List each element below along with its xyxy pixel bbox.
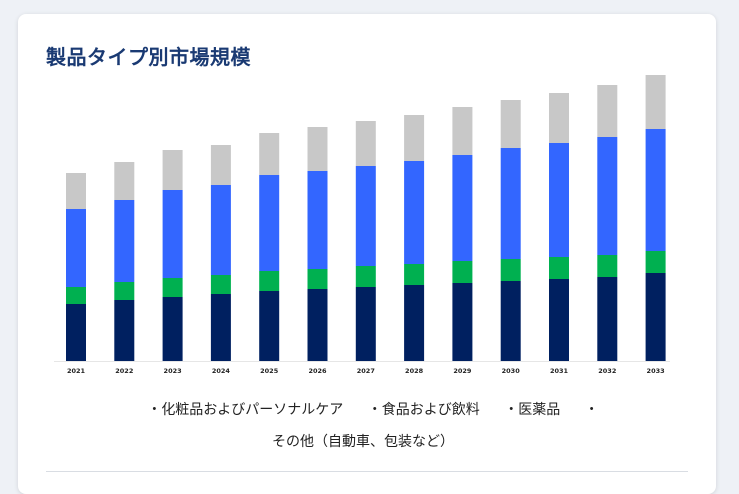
x-tick-label: 2025 <box>260 367 279 375</box>
legend-label: 化粧品およびパーソナルケア <box>161 402 344 418</box>
x-tick-label: 2028 <box>405 367 424 375</box>
legend-item: ・医薬品 <box>504 402 561 418</box>
bar-segment-2027-series-0 <box>355 287 376 361</box>
bar-segment-2033-series-3 <box>645 75 666 129</box>
bar-segment-2022-series-0 <box>114 300 135 361</box>
bar-segment-2030-series-2 <box>500 148 521 259</box>
bar-segment-2029-series-1 <box>452 261 473 283</box>
bar-segment-2029-series-2 <box>452 155 473 261</box>
bar-segment-2023-series-2 <box>162 190 183 278</box>
bar-segment-2025-series-2 <box>259 175 280 271</box>
bar-segment-2025-series-0 <box>259 291 280 361</box>
x-tick-label: 2021 <box>67 367 86 375</box>
bar-segment-2024-series-1 <box>210 275 231 294</box>
bar-segment-2022-series-1 <box>114 282 135 300</box>
bar-segment-2033-series-2 <box>645 129 666 251</box>
bar-segment-2023-series-1 <box>162 278 183 297</box>
legend-item: ・食品および飲料 <box>367 402 480 418</box>
bar-segment-2023-series-3 <box>162 150 183 190</box>
bar-segment-2025-series-1 <box>259 271 280 291</box>
bar-segment-2028-series-0 <box>404 285 425 361</box>
bar-segment-2030-series-3 <box>500 100 521 148</box>
bar-segment-2030-series-0 <box>500 281 521 361</box>
chart-title: 製品タイプ別市場規模 <box>46 45 251 69</box>
divider <box>46 471 688 472</box>
bar-segment-2032-series-3 <box>597 85 618 137</box>
bar-segment-2029-series-0 <box>452 283 473 361</box>
bar-segment-2032-series-1 <box>597 255 618 277</box>
x-tick-label: 2027 <box>357 367 375 375</box>
bar-segment-2026-series-3 <box>307 127 328 171</box>
bar-segment-2028-series-3 <box>404 115 425 161</box>
bar-segment-2033-series-0 <box>645 273 666 361</box>
x-tick-label: 2024 <box>212 367 231 375</box>
bar-segment-2031-series-1 <box>549 257 569 279</box>
bar-segment-2031-series-0 <box>549 279 569 361</box>
chart-legend: ・化粧品およびパーソナルケア ・食品および飲料 ・医薬品 ・その他（自動車、包装… <box>48 394 688 458</box>
bar-segment-2024-series-0 <box>210 294 231 361</box>
bar-segment-2031-series-2 <box>549 143 569 257</box>
bar-segment-2022-series-2 <box>114 200 135 282</box>
x-tick-label: 2023 <box>164 367 182 375</box>
legend-label: 医薬品 <box>518 402 561 418</box>
x-tick-label: 2029 <box>453 367 472 375</box>
bar-segment-2027-series-3 <box>355 121 376 166</box>
bar-segment-2032-series-2 <box>597 137 618 255</box>
bar-segment-2023-series-0 <box>162 297 183 361</box>
bar-segment-2030-series-1 <box>500 259 521 281</box>
bar-segment-2021-series-2 <box>66 209 86 287</box>
legend-label: 食品および飲料 <box>381 402 480 418</box>
legend-item: ・その他（自動車、包装など） <box>272 402 599 450</box>
bar-segment-2021-series-3 <box>66 173 86 209</box>
stacked-bar-chart: 2021 2022 2023 2024 2025 2026 2027 2028 2029 2030… <box>54 75 670 375</box>
bar-segment-2027-series-1 <box>355 266 376 287</box>
bar-segment-2029-series-3 <box>452 107 473 155</box>
bar-segment-2032-series-0 <box>597 277 618 361</box>
bar-segment-2021-series-1 <box>66 287 86 304</box>
bar-segment-2031-series-3 <box>549 93 569 143</box>
bar-segment-2026-series-2 <box>307 171 328 269</box>
legend-label: その他（自動車、包装など） <box>272 434 454 450</box>
bar-segment-2026-series-1 <box>307 269 328 289</box>
x-tick-label: 2026 <box>308 367 327 375</box>
x-tick-label: 2033 <box>647 367 665 375</box>
bar-segment-2025-series-3 <box>259 133 280 175</box>
chart-card: 製品タイプ別市場規模 2021 2022 2023 2024 2025 2026 2027 2… <box>18 14 716 494</box>
bar-segment-2033-series-1 <box>645 251 666 273</box>
bar-segment-2027-series-2 <box>355 166 376 266</box>
bar-segment-2024-series-2 <box>210 185 231 275</box>
bar-segment-2022-series-3 <box>114 162 135 200</box>
bar-segment-2028-series-1 <box>404 264 425 285</box>
bar-segment-2021-series-0 <box>66 304 86 361</box>
x-tick-label: 2031 <box>550 367 569 375</box>
bar-segment-2028-series-2 <box>404 161 425 264</box>
bar-segment-2024-series-3 <box>210 145 231 185</box>
bar-segment-2026-series-0 <box>307 289 328 361</box>
x-tick-label: 2032 <box>598 367 616 375</box>
legend-item: ・化粧品およびパーソナルケア <box>147 402 344 418</box>
x-tick-label: 2022 <box>115 367 133 375</box>
x-tick-label: 2030 <box>502 367 521 375</box>
